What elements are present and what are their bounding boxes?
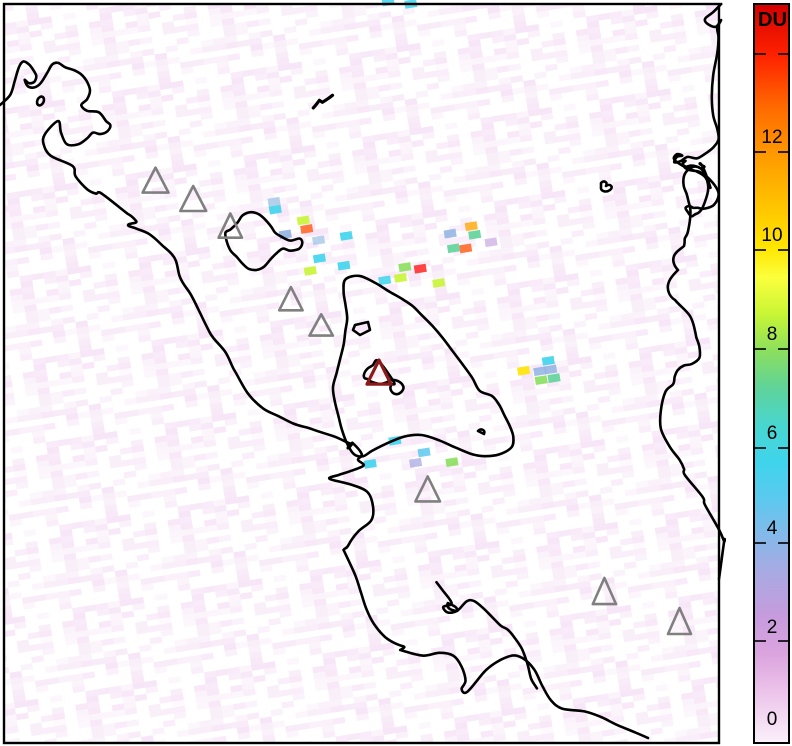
svg-text:0: 0	[767, 709, 778, 730]
svg-text:10: 10	[761, 225, 782, 246]
svg-text:4: 4	[767, 518, 778, 539]
svg-text:8: 8	[767, 324, 778, 345]
svg-text:2: 2	[767, 617, 778, 638]
svg-text:6: 6	[767, 423, 778, 444]
svg-text:12: 12	[761, 127, 782, 148]
svg-text:DU: DU	[758, 9, 787, 31]
